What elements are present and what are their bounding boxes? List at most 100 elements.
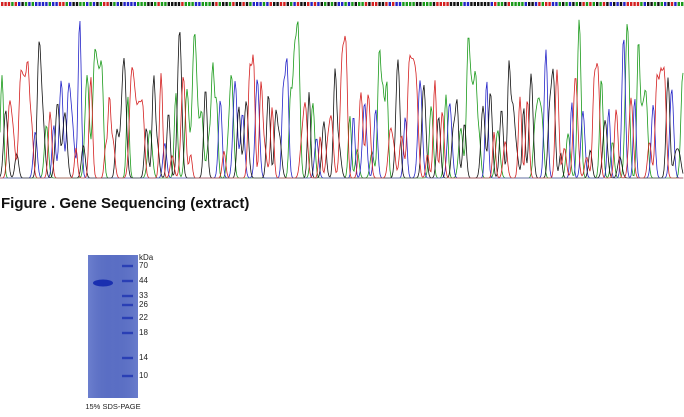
base-glyph [558, 2, 561, 6]
base-glyph [330, 2, 334, 6]
base-glyph [636, 2, 640, 6]
base-glyph [443, 2, 446, 6]
base-glyph [245, 2, 249, 6]
marker-label: 70 [139, 261, 148, 270]
base-glyph [62, 2, 65, 6]
base-glyph [429, 2, 432, 6]
base-glyph [388, 2, 391, 6]
base-glyph [58, 2, 62, 6]
base-glyph [602, 2, 606, 6]
base-glyph [354, 2, 357, 6]
base-glyph [48, 2, 51, 6]
figure-caption: Figure . Gene Sequencing (extract) [1, 195, 249, 212]
base-glyph [249, 2, 252, 6]
base-glyph [630, 2, 633, 6]
base-glyph [89, 2, 92, 6]
base-glyph [232, 2, 235, 6]
base-glyph [228, 2, 232, 6]
base-glyph [317, 2, 320, 6]
base-glyph [585, 2, 589, 6]
ladder-band [122, 279, 133, 283]
base-glyph [171, 2, 174, 6]
base-glyph [432, 2, 436, 6]
base-glyph [670, 2, 674, 6]
base-glyph [276, 2, 279, 6]
base-glyph [154, 2, 157, 6]
base-glyph [313, 2, 317, 6]
base-glyph [337, 2, 340, 6]
base-glyph [643, 2, 646, 6]
base-glyph [473, 2, 476, 6]
base-glyph [150, 2, 153, 6]
base-glyph [239, 2, 242, 6]
base-glyph [534, 2, 538, 6]
base-glyph [507, 2, 510, 6]
base-glyph [572, 2, 575, 6]
base-glyph [619, 2, 623, 6]
ladder-band [122, 294, 133, 298]
base-glyph [242, 2, 245, 6]
base-glyph [164, 2, 167, 6]
base-glyph [147, 2, 150, 6]
base-glyph [398, 2, 402, 6]
base-glyph [497, 2, 500, 6]
base-glyph [371, 2, 374, 6]
base-glyph [41, 2, 45, 6]
marker-label: 44 [139, 276, 148, 285]
ladder-band [122, 374, 133, 378]
base-glyph [273, 2, 276, 6]
base-glyph [392, 2, 395, 6]
base-glyph [466, 2, 470, 6]
base-glyph [252, 2, 255, 6]
marker-label: 18 [139, 328, 148, 337]
base-glyph [599, 2, 602, 6]
base-glyph [511, 2, 514, 6]
base-glyph [616, 2, 619, 6]
base-glyph [35, 2, 38, 6]
base-glyph [344, 2, 347, 6]
base-glyph [551, 2, 555, 6]
ladder-band [122, 264, 133, 268]
base-glyph [205, 2, 208, 6]
base-glyph [96, 2, 99, 6]
base-glyph [395, 2, 398, 6]
base-glyph [623, 2, 626, 6]
gel-label: 15% SDS-PAGE [85, 402, 140, 411]
base-glyph [191, 2, 194, 6]
base-glyph [626, 2, 629, 6]
base-glyph [120, 2, 123, 6]
base-glyph [633, 2, 636, 6]
marker-label: 26 [139, 300, 148, 309]
base-glyph [14, 2, 17, 6]
base-glyph [1, 2, 4, 6]
base-glyph [18, 2, 21, 6]
base-glyph [521, 2, 524, 6]
gel [88, 255, 138, 398]
base-glyph [500, 2, 504, 6]
base-glyph [565, 2, 568, 6]
base-glyph [86, 2, 89, 6]
base-glyph [130, 2, 133, 6]
base-glyph [667, 2, 670, 6]
base-glyph [385, 2, 388, 6]
base-glyph [449, 2, 453, 6]
base-glyph [4, 2, 7, 6]
base-glyph [225, 2, 228, 6]
base-glyph [650, 2, 653, 6]
base-glyph [286, 2, 289, 6]
gel-shade [88, 255, 138, 398]
base-glyph [235, 2, 238, 6]
base-glyph [283, 2, 286, 6]
base-glyph [72, 2, 75, 6]
base-glyph [453, 2, 456, 6]
ladder-band [122, 356, 133, 360]
sequence-letters [1, 2, 684, 6]
base-glyph [303, 2, 306, 6]
chromatogram [0, 0, 684, 179]
base-glyph [368, 2, 371, 6]
base-glyph [208, 2, 211, 6]
base-glyph [446, 2, 449, 6]
base-glyph [157, 2, 160, 6]
base-glyph [358, 2, 361, 6]
